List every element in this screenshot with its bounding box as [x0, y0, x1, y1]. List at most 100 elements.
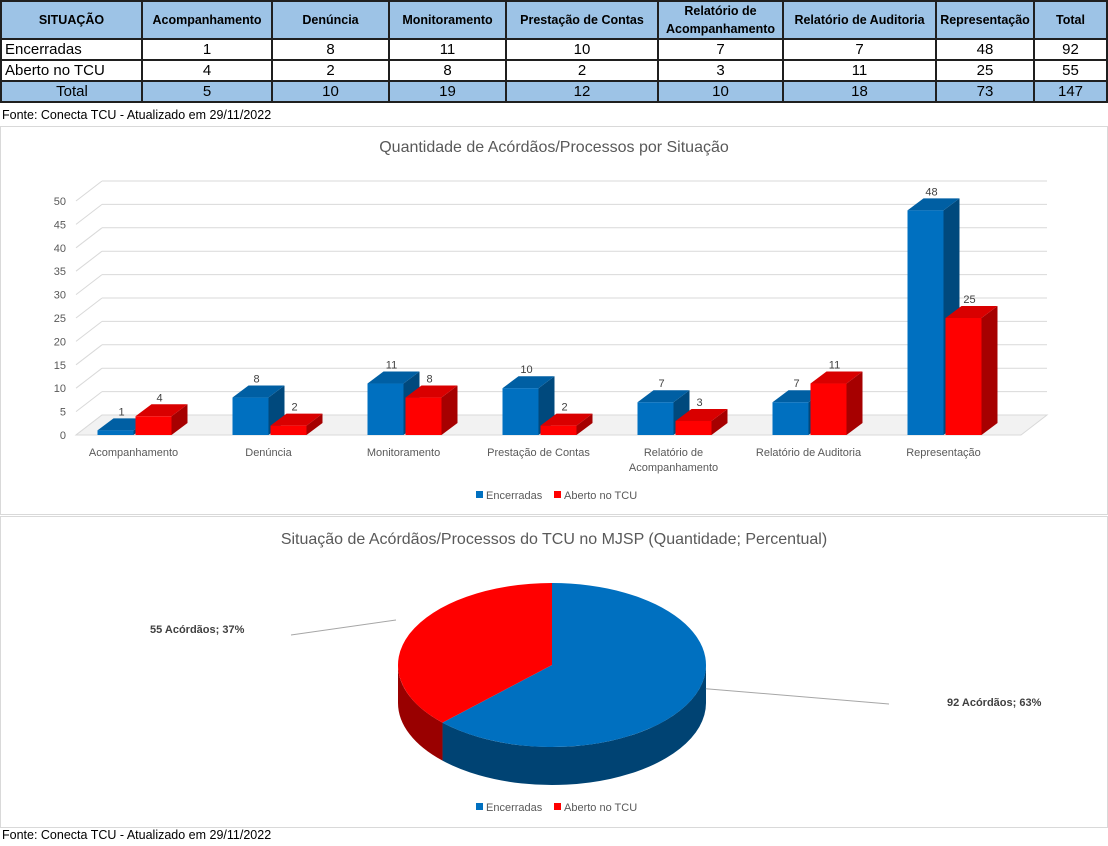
col-header-acompanhamento: Acompanhamento — [141, 0, 273, 40]
gridline-side — [75, 344, 103, 366]
bar-chart-title: Quantidade de Acórdãos/Processos por Sit… — [379, 139, 729, 156]
table-cell: 18 — [782, 80, 937, 103]
gridline-side — [75, 321, 103, 342]
col-header-denuncia: Denúncia — [271, 0, 390, 40]
gridline-side — [75, 227, 103, 249]
x-tick-label: Representação — [906, 447, 981, 459]
bar — [502, 388, 539, 435]
y-tick-label: 25 — [54, 313, 66, 325]
gridline-side — [75, 204, 103, 225]
bar-data-label: 8 — [253, 374, 259, 386]
row-label-encerradas: Encerradas — [0, 38, 143, 61]
table-cell: 25 — [935, 59, 1035, 82]
pie-data-label: 92 Acórdãos; 63% — [947, 697, 1042, 709]
bar-side — [576, 413, 593, 435]
bar-data-label: 10 — [520, 364, 532, 376]
bar-data-label: 1 — [118, 406, 124, 418]
bar-top — [907, 198, 960, 211]
bar — [772, 402, 809, 435]
bar-side — [981, 306, 998, 435]
bar — [405, 397, 442, 435]
gridline-side — [75, 250, 103, 272]
col-header-relatorio-acompanhamento: Relatório de Acompanhamento — [657, 0, 784, 40]
bar-top — [502, 376, 555, 389]
bar — [945, 318, 982, 435]
pie-slice — [442, 583, 706, 747]
bar-top — [270, 413, 323, 426]
bar — [367, 383, 404, 435]
pie-chart: Situação de Acórdãos/Processos do TCU no… — [150, 531, 1042, 814]
table-cell: 55 — [1033, 59, 1108, 82]
table-cell: 10 — [505, 38, 659, 61]
bar — [540, 425, 577, 435]
gridline-side — [75, 391, 103, 412]
row-label-total: Total — [0, 80, 143, 103]
table-cell: 10 — [271, 80, 390, 103]
x-tick-label: Prestação de Contas — [487, 447, 590, 459]
table-cell: 1 — [141, 38, 273, 61]
pie-slice-side — [442, 665, 706, 785]
bar-chart: Quantidade de Acórdãos/Processos por Sit… — [54, 139, 1049, 502]
bar-top — [540, 413, 593, 426]
bar — [637, 402, 674, 435]
y-tick-label: 45 — [54, 219, 66, 231]
bar-data-label: 2 — [291, 402, 297, 414]
x-tick-label: Acompanhamento — [629, 462, 718, 474]
legend-swatch — [476, 803, 483, 810]
table-row: Encerradas 1 8 11 10 7 7 48 92 — [0, 38, 1108, 61]
bar-top — [945, 306, 998, 318]
col-header-total: Total — [1033, 0, 1108, 40]
bar-top — [367, 371, 420, 384]
gridline-side — [75, 274, 103, 295]
table-header-row: SITUAÇÃO Acompanhamento Denúncia Monitor… — [0, 0, 1108, 40]
bar-side — [306, 413, 323, 435]
y-tick-label: 5 — [60, 407, 66, 419]
table-cell: 5 — [141, 80, 273, 103]
col-header-relatorio-auditoria: Relatório de Auditoria — [782, 0, 937, 40]
x-tick-label: Acompanhamento — [89, 447, 178, 459]
table-cell: 19 — [388, 80, 507, 103]
table-row-total: Total 5 10 19 12 10 18 73 147 — [0, 80, 1108, 103]
x-tick-label: Relatório de Auditoria — [756, 447, 862, 459]
table-cell: 11 — [782, 59, 937, 82]
table-cell: 73 — [935, 80, 1035, 103]
table-cell: 48 — [935, 38, 1035, 61]
bar-data-label: 11 — [829, 360, 840, 372]
table-cell: 10 — [657, 80, 784, 103]
legend-swatch — [554, 803, 561, 810]
pie-chart-panel: Situação de Acórdãos/Processos do TCU no… — [0, 516, 1108, 828]
bar-chart-panel: Quantidade de Acórdãos/Processos por Sit… — [0, 126, 1108, 515]
bar-top — [135, 404, 188, 417]
y-tick-label: 35 — [54, 266, 66, 278]
x-tick-label: Monitoramento — [367, 447, 440, 459]
gridline-side — [75, 297, 103, 319]
y-tick-label: 30 — [54, 290, 66, 302]
bar — [135, 416, 172, 435]
legend-swatch — [476, 491, 483, 498]
pie-chart-title: Situação de Acórdãos/Processos do TCU no… — [281, 531, 827, 548]
bar-data-label: 7 — [658, 378, 664, 390]
y-tick-label: 15 — [54, 360, 66, 372]
table-cell: 12 — [505, 80, 659, 103]
table-cell: 11 — [388, 38, 507, 61]
bar-data-label: 8 — [426, 374, 432, 386]
legend-label: Aberto no TCU — [564, 490, 637, 502]
col-header-situacao: SITUAÇÃO — [0, 0, 143, 40]
bar-top — [810, 371, 863, 384]
legend-swatch — [554, 491, 561, 498]
bar — [270, 425, 307, 435]
bar — [810, 383, 847, 435]
leader-line — [705, 688, 890, 705]
pie-slice-side — [398, 665, 443, 761]
bar-data-label: 11 — [386, 360, 397, 372]
bar-data-label: 7 — [793, 378, 799, 390]
row-label-aberto-tcu: Aberto no TCU — [0, 59, 143, 82]
bar-side — [171, 404, 188, 435]
y-tick-label: 10 — [54, 383, 66, 395]
y-tick-label: 20 — [54, 336, 66, 348]
bar — [97, 430, 134, 435]
table-cell: 2 — [271, 59, 390, 82]
x-tick-label: Denúncia — [245, 447, 292, 459]
bar-top — [405, 385, 458, 398]
legend-label: Encerradas — [486, 490, 543, 502]
